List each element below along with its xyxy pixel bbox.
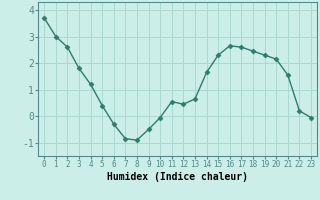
X-axis label: Humidex (Indice chaleur): Humidex (Indice chaleur): [107, 172, 248, 182]
